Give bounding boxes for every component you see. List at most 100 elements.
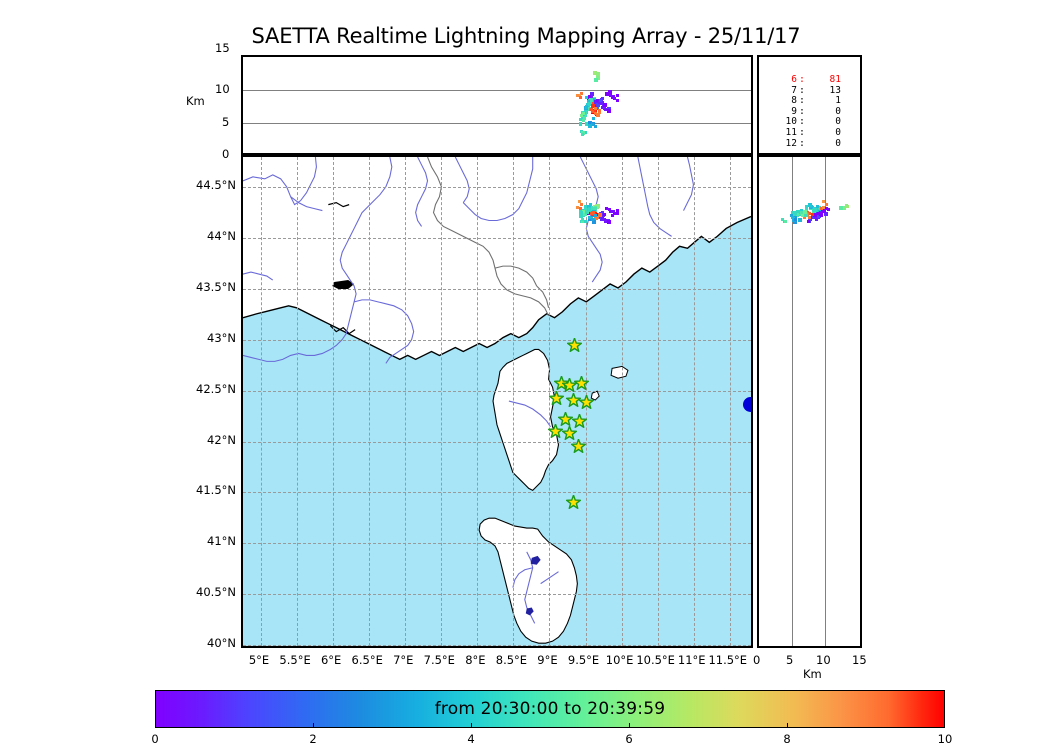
lightning-source-point <box>804 207 808 211</box>
lightning-source-point <box>798 212 802 216</box>
lma-station-marker[interactable] <box>562 377 578 393</box>
side-xtick-10: 10 <box>816 653 831 667</box>
lma-station-marker[interactable] <box>565 494 581 510</box>
lightning-source-point <box>592 71 597 76</box>
lightning-source-point <box>595 72 600 77</box>
lightning-source-point <box>608 210 612 214</box>
altitude-longitude-panel <box>241 55 753 155</box>
longitude-tick-label: 5°E <box>248 653 270 667</box>
top-ytick-10: 10 <box>215 82 230 96</box>
lightning-source-point <box>576 93 580 97</box>
land-elba <box>610 365 629 379</box>
station-count-table: 6:81 7:13 8:1 9:0 10:0 11:0 12:0 <box>767 74 841 149</box>
lma-station-marker[interactable] <box>562 425 578 441</box>
stats-row: 9:0 <box>791 105 841 117</box>
lightning-source-point <box>811 212 815 216</box>
lightning-source-point <box>578 213 583 218</box>
longitude-tick-label: 8.5°E <box>495 653 528 667</box>
lightning-source-point <box>578 199 582 203</box>
stats-row: 10:0 <box>785 116 841 128</box>
colorbar-tick-label: 8 <box>783 732 791 746</box>
lma-station-marker[interactable] <box>549 391 565 406</box>
colorbar-tick-label: 0 <box>151 732 159 746</box>
lightning-source-point <box>593 107 597 111</box>
map-gridline-vertical <box>729 157 731 646</box>
lightning-source-point <box>583 131 587 135</box>
lightning-source-point <box>580 132 584 136</box>
map-panel <box>241 155 753 648</box>
lightning-source-point <box>597 109 601 113</box>
lightning-source-point <box>578 94 582 98</box>
stats-row: 7:13 <box>791 84 841 96</box>
latitude-tick-label: 43.5°N <box>196 280 236 295</box>
lightning-source-point <box>826 207 830 211</box>
lightning-source-point <box>597 213 601 217</box>
lightning-source-point <box>820 213 824 217</box>
side-xtick-0: 0 <box>753 653 761 667</box>
lightning-source-point <box>802 209 807 214</box>
lightning-source-point <box>814 211 818 215</box>
map-gridline-vertical <box>261 157 263 646</box>
lightning-source-point <box>584 96 588 100</box>
lightning-source-point <box>579 123 582 127</box>
coastline-detail-2 <box>328 202 350 208</box>
lightning-source-point <box>604 107 608 111</box>
lightning-source-point <box>808 216 812 220</box>
lightning-source-point <box>590 217 594 221</box>
lightning-source-point <box>821 199 825 203</box>
side-gridline-5km <box>792 157 793 646</box>
stats-row: 11:0 <box>785 126 841 138</box>
map-gridline-vertical <box>621 157 623 646</box>
lightning-source-point <box>599 100 604 105</box>
lightning-source-point <box>587 102 592 107</box>
lightning-source-point <box>578 96 582 100</box>
lma-station-marker[interactable] <box>557 411 573 427</box>
lightning-source-point <box>588 123 593 128</box>
lightning-source-point <box>587 218 591 222</box>
lightning-source-point <box>812 213 817 218</box>
map-gridline-horizontal <box>243 594 751 596</box>
lma-station-marker[interactable] <box>547 423 563 439</box>
lma-station-marker[interactable] <box>565 393 581 408</box>
lightning-source-point <box>590 210 595 215</box>
lma-station-marker[interactable] <box>554 375 570 391</box>
map-gridline-horizontal <box>243 441 751 443</box>
longitude-tick-label: 8°E <box>465 653 486 667</box>
lightning-source-point <box>579 91 583 95</box>
latitude-tick-label: 42°N <box>207 432 236 447</box>
lma-station-marker[interactable] <box>572 413 588 429</box>
lightning-source-point <box>592 217 596 221</box>
lma-station-marker[interactable] <box>574 375 590 391</box>
lightning-source-point <box>588 100 593 105</box>
lightning-source-point <box>822 209 827 214</box>
lightning-source-point <box>593 216 598 221</box>
lightning-source-point <box>581 219 585 223</box>
lma-station-marker[interactable] <box>579 395 595 410</box>
longitude-tick-label: 6°E <box>320 653 342 667</box>
lightning-source-point <box>606 220 611 225</box>
lightning-source-point <box>587 94 591 98</box>
lightning-source-point <box>819 208 823 212</box>
map-gridline-horizontal <box>243 543 751 545</box>
lightning-source-point <box>796 213 799 217</box>
lightning-source-point <box>589 203 593 207</box>
lightning-source-point <box>816 212 820 216</box>
lightning-source-point <box>803 213 808 218</box>
lightning-source-point <box>581 213 585 217</box>
lightning-source-point <box>824 212 829 217</box>
lightning-source-point <box>581 130 586 135</box>
lightning-source-point <box>800 213 804 217</box>
lightning-source-point <box>599 217 603 221</box>
lake-sardinia-1 <box>530 555 541 565</box>
longitude-tick-label: 11°E <box>677 653 706 667</box>
time-colorbar[interactable]: from 20:30:00 to 20:39:59 <box>155 690 945 728</box>
center-location-marker[interactable] <box>742 396 751 412</box>
map-gridline-vertical <box>441 157 443 646</box>
lightning-source-point <box>582 209 586 213</box>
lma-station-marker[interactable] <box>567 337 583 353</box>
rivers <box>243 157 694 624</box>
lightning-source-point <box>805 205 809 209</box>
top-ytick-0: 0 <box>222 147 230 161</box>
lightning-source-point <box>792 211 797 216</box>
lma-station-marker[interactable] <box>570 438 586 454</box>
